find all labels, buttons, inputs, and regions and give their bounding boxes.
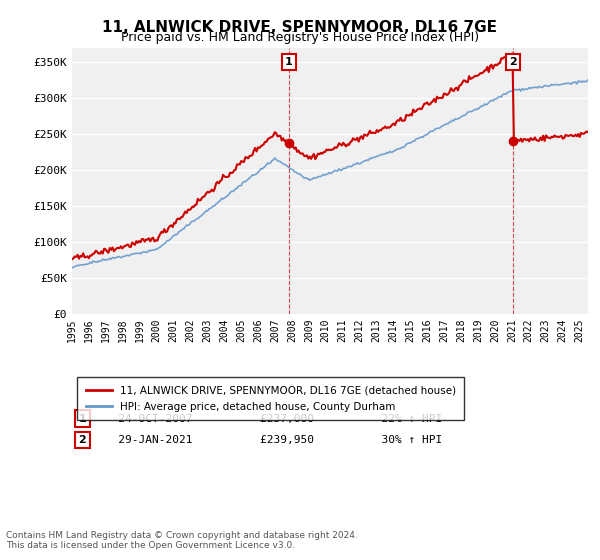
Text: 29-JAN-2021          £239,950          30% ↑ HPI: 29-JAN-2021 £239,950 30% ↑ HPI: [98, 435, 442, 445]
Text: 1: 1: [285, 57, 293, 67]
Text: 1: 1: [79, 414, 86, 424]
Text: 2: 2: [79, 435, 86, 445]
Legend: 11, ALNWICK DRIVE, SPENNYMOOR, DL16 7GE (detached house), HPI: Average price, de: 11, ALNWICK DRIVE, SPENNYMOOR, DL16 7GE …: [77, 377, 464, 420]
Text: 24-OCT-2007          £237,000          22% ↑ HPI: 24-OCT-2007 £237,000 22% ↑ HPI: [98, 414, 442, 424]
Text: Contains HM Land Registry data © Crown copyright and database right 2024.
This d: Contains HM Land Registry data © Crown c…: [6, 530, 358, 550]
Text: 2: 2: [509, 57, 517, 67]
Text: 11, ALNWICK DRIVE, SPENNYMOOR, DL16 7GE: 11, ALNWICK DRIVE, SPENNYMOOR, DL16 7GE: [103, 20, 497, 35]
Text: Price paid vs. HM Land Registry's House Price Index (HPI): Price paid vs. HM Land Registry's House …: [121, 31, 479, 44]
